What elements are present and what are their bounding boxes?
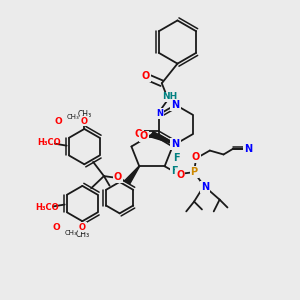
Text: O: O [140,131,148,142]
Polygon shape [125,166,140,184]
Polygon shape [151,132,176,144]
Text: CH₃: CH₃ [77,110,92,119]
Text: O: O [53,223,61,232]
Text: O: O [79,223,86,232]
Text: N: N [201,182,209,192]
Text: N: N [244,144,252,154]
Text: O: O [114,172,122,182]
Text: O: O [192,152,200,162]
Text: O: O [142,71,150,81]
Text: CH₃: CH₃ [66,114,79,120]
Text: O: O [55,117,63,126]
Text: H₃CO: H₃CO [37,138,61,147]
Text: F: F [171,166,178,176]
Text: H₃CO: H₃CO [35,203,59,212]
Text: F: F [173,153,180,164]
Text: N: N [156,109,163,118]
Text: P: P [190,167,198,177]
Text: O: O [135,129,143,139]
Text: N: N [172,100,180,110]
Text: CH₃: CH₃ [64,230,77,236]
Text: NH: NH [162,92,177,101]
Text: CH₃: CH₃ [75,230,89,239]
Text: N: N [172,139,180,149]
Text: O: O [81,117,88,126]
Text: O: O [176,170,184,180]
